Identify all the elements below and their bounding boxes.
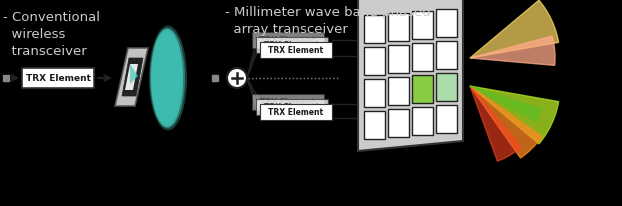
- Polygon shape: [470, 0, 559, 58]
- Bar: [388, 13, 409, 41]
- Bar: [436, 41, 457, 69]
- Text: - Millimeter wave band phased
  array transceiver: - Millimeter wave band phased array tran…: [225, 6, 431, 36]
- Text: TRX Element: TRX Element: [264, 41, 320, 49]
- Bar: [364, 47, 385, 75]
- Polygon shape: [125, 64, 138, 90]
- Bar: [22, 68, 94, 88]
- Ellipse shape: [152, 33, 181, 123]
- Bar: [436, 9, 457, 37]
- Bar: [256, 37, 328, 53]
- Bar: [412, 75, 433, 103]
- Bar: [412, 43, 433, 71]
- Ellipse shape: [151, 30, 183, 125]
- Bar: [388, 45, 409, 73]
- Text: - Conventional
  wireless
  transceiver: - Conventional wireless transceiver: [3, 11, 100, 58]
- Polygon shape: [115, 48, 148, 106]
- Bar: [388, 77, 409, 105]
- Bar: [364, 79, 385, 107]
- Bar: [364, 111, 385, 139]
- Bar: [252, 94, 324, 110]
- Bar: [260, 42, 332, 58]
- Text: TRX Element: TRX Element: [261, 35, 315, 44]
- Ellipse shape: [149, 26, 187, 130]
- Bar: [256, 99, 328, 115]
- Polygon shape: [122, 58, 143, 96]
- Polygon shape: [130, 64, 138, 84]
- Text: TRX Element: TRX Element: [269, 46, 323, 55]
- Bar: [388, 109, 409, 137]
- Polygon shape: [470, 86, 541, 121]
- Bar: [412, 11, 433, 39]
- Text: TRX Element: TRX Element: [26, 74, 90, 82]
- Circle shape: [227, 68, 247, 88]
- Bar: [364, 15, 385, 43]
- Ellipse shape: [150, 28, 185, 128]
- Bar: [436, 105, 457, 133]
- Polygon shape: [470, 86, 542, 158]
- Text: TRX Element: TRX Element: [269, 108, 323, 117]
- Polygon shape: [470, 36, 555, 66]
- Text: TRX Element: TRX Element: [264, 103, 320, 111]
- Bar: [436, 73, 457, 101]
- Bar: [412, 107, 433, 135]
- Polygon shape: [358, 0, 463, 151]
- Text: TRX Element: TRX Element: [261, 97, 315, 107]
- Bar: [260, 104, 332, 120]
- Polygon shape: [470, 86, 559, 144]
- Polygon shape: [470, 86, 521, 161]
- Bar: [252, 32, 324, 48]
- Ellipse shape: [151, 29, 183, 127]
